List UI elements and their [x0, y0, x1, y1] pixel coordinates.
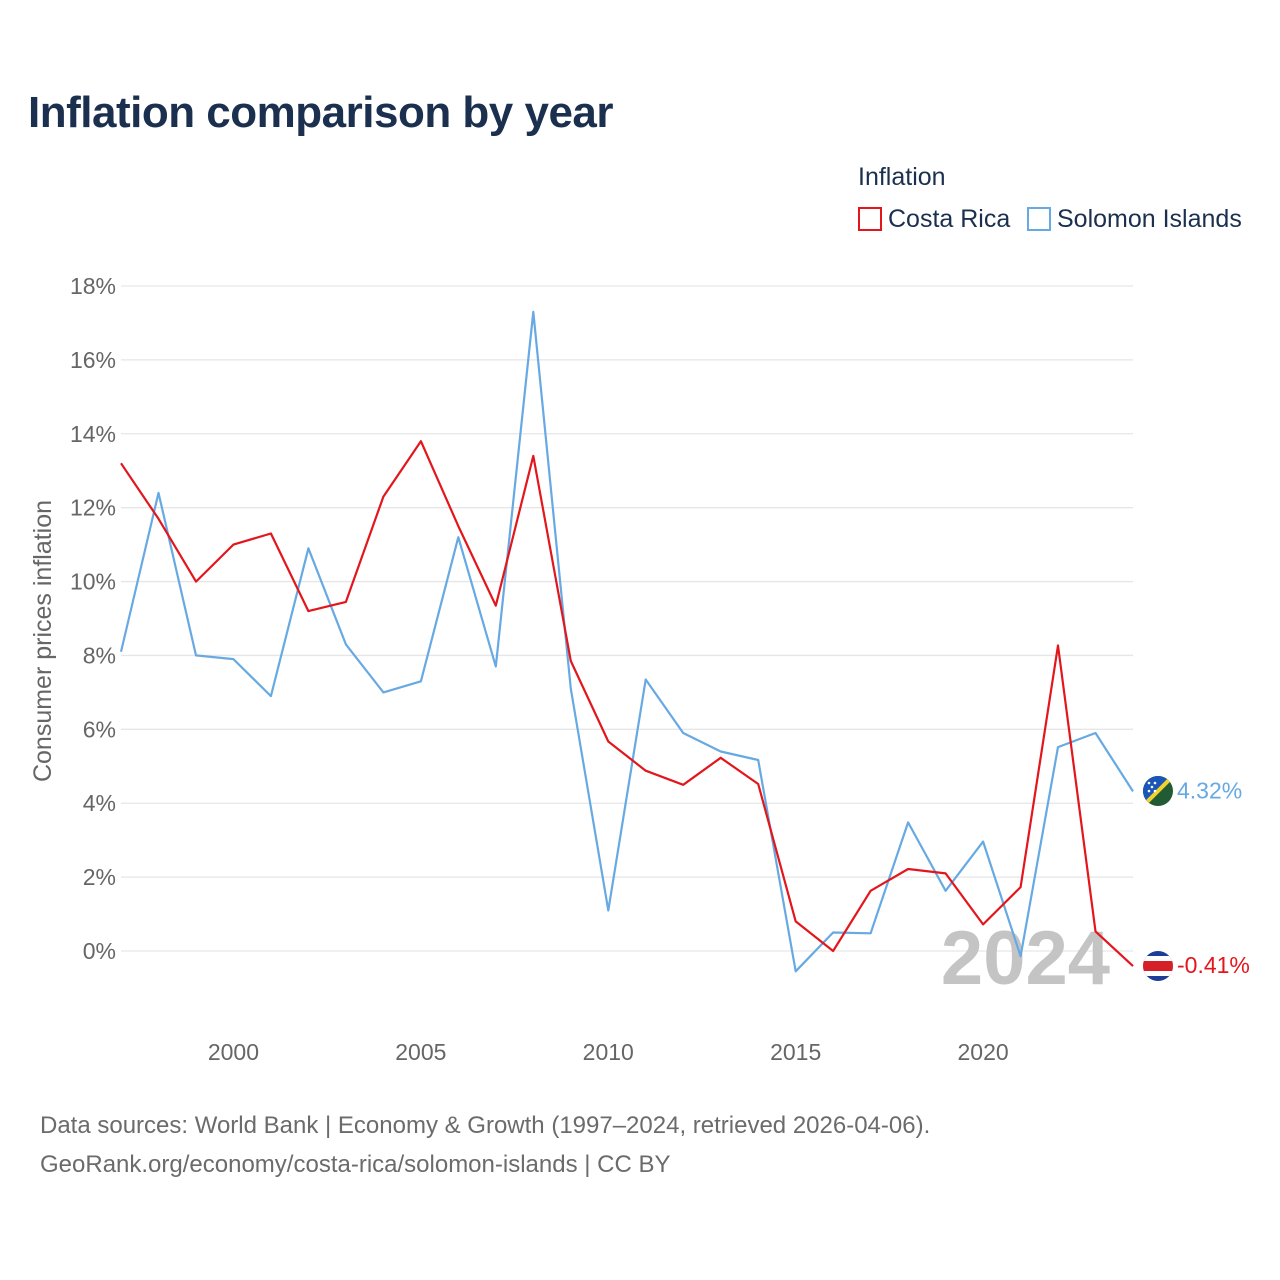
source-line-1: Data sources: World Bank | Economy & Gro…: [40, 1112, 931, 1139]
y-tick-label: 14%: [70, 421, 116, 447]
x-tick-label: 2010: [583, 1039, 634, 1065]
source-line-2[interactable]: GeoRank.org/economy/costa-rica/solomon-i…: [40, 1151, 671, 1178]
y-axis-label: Consumer prices inflation: [29, 500, 57, 782]
x-tick-label: 2020: [957, 1039, 1008, 1065]
y-tick-label: 2%: [83, 864, 116, 890]
legend-title: Inflation: [858, 163, 946, 191]
series-line-costa-rica[interactable]: [120, 440, 1134, 967]
y-tick-label: 6%: [83, 716, 116, 742]
end-value-label-costa-rica: -0.41%: [1177, 952, 1250, 978]
end-value-label-solomon-islands: 4.32%: [1177, 777, 1242, 803]
legend-item-solomon-islands[interactable]: Solomon Islands: [1027, 204, 1242, 234]
y-tick-label: 8%: [83, 642, 116, 668]
x-tick-label: 2005: [395, 1039, 446, 1065]
y-tick-label: 18%: [70, 273, 116, 299]
y-tick-label: 4%: [83, 790, 116, 816]
y-tick-label: 16%: [70, 347, 116, 373]
y-tick-label: 10%: [70, 569, 116, 595]
legend-swatch-costa-rica: [858, 207, 882, 231]
y-tick-label: 12%: [70, 495, 116, 521]
solomon-islands-flag-icon: [1143, 776, 1173, 806]
costa-rica-flag-icon: [1143, 951, 1173, 981]
legend-label-solomon-islands: Solomon Islands: [1057, 204, 1242, 233]
legend-item-costa-rica[interactable]: Costa Rica: [858, 204, 1010, 234]
legend-label-costa-rica: Costa Rica: [888, 204, 1011, 233]
legend-swatch-solomon-islands: [1027, 207, 1051, 231]
y-tick-label: 0%: [83, 938, 116, 964]
x-tick-label: 2015: [770, 1039, 821, 1065]
x-tick-label: 2000: [208, 1039, 259, 1065]
series-line-solomon-islands[interactable]: [119, 310, 1134, 973]
chart-title: Inflation comparison by year: [28, 88, 614, 137]
source-note: Data sources: World Bank | Economy & Gro…: [40, 1106, 930, 1184]
